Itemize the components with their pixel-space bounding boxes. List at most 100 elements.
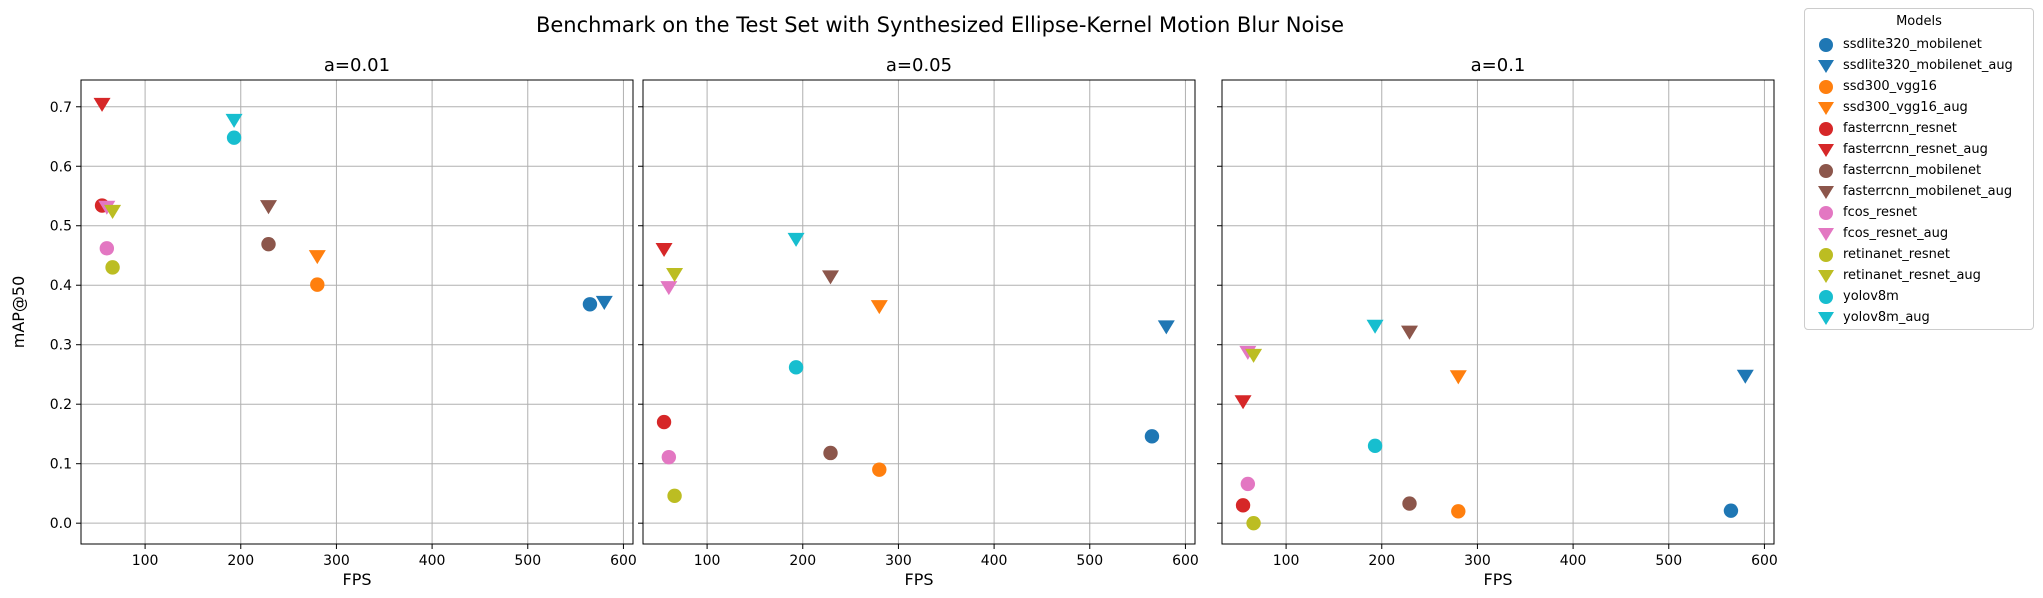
x-tick-label: 400 [419, 553, 446, 569]
x-tick-label: 100 [1273, 553, 1300, 569]
marker-ssd300_vgg16 [872, 462, 887, 477]
legend-label: ssd300_vgg16_aug [1843, 100, 1968, 115]
x-tick-label: 400 [981, 553, 1008, 569]
legend-item: retinanet_resnet_aug [1817, 265, 1981, 286]
marker-fcos_resnet_aug [660, 281, 678, 296]
circle-marker-icon [1819, 247, 1833, 262]
legend-item: fasterrcnn_mobilenet_aug [1817, 181, 2012, 202]
x-tick-label: 600 [1751, 553, 1778, 569]
x-axis-label: FPS [342, 570, 371, 589]
circle-marker-icon [1819, 163, 1833, 178]
subplot-2: 100 200 300 400 500 600 a=0.05 FPS [638, 55, 1199, 589]
x-axis-label: FPS [1483, 570, 1512, 589]
x-tick-label: 500 [1076, 553, 1103, 569]
circle-marker-icon [1819, 205, 1833, 220]
triangle-marker-icon [1818, 143, 1834, 157]
x-tick-label: 100 [132, 553, 159, 569]
legend-label: ssd300_vgg16 [1843, 79, 1937, 94]
x-tick-label: 100 [694, 553, 721, 569]
legend-item: fasterrcnn_resnet_aug [1817, 139, 1988, 160]
marker-ssd300_vgg16_aug [1449, 370, 1467, 385]
marker-retinanet_resnet_aug [1245, 348, 1263, 363]
legend-item: ssdlite320_mobilenet_aug [1817, 55, 2013, 76]
legend-label: yolov8m [1843, 289, 1899, 304]
legend-label: retinanet_resnet_aug [1843, 268, 1981, 283]
legend-label: fasterrcnn_resnet_aug [1843, 142, 1988, 157]
x-tick-label: 200 [789, 553, 816, 569]
legend-title: Models [1896, 14, 1942, 29]
marker-fasterrcnn_mobilenet_aug [1401, 325, 1419, 340]
legend-item: ssd300_vgg16_aug [1817, 97, 1968, 118]
x-axis-label: FPS [904, 570, 933, 589]
marker-fasterrcnn_mobilenet_aug [260, 200, 278, 215]
figure-title: Benchmark on the Test Set with Synthesiz… [536, 13, 1344, 37]
legend-item: ssdlite320_mobilenet [1817, 34, 1982, 55]
legend-label: fasterrcnn_resnet [1843, 121, 1957, 136]
y-tick-label: 0.0 [50, 516, 72, 532]
x-tick-label: 500 [514, 553, 541, 569]
legend-label: retinanet_resnet [1843, 247, 1950, 262]
legend-item: yolov8m_aug [1817, 307, 1930, 328]
legend-label: yolov8m_aug [1843, 310, 1930, 325]
triangle-marker-icon [1818, 269, 1834, 283]
legend-item: ssd300_vgg16 [1817, 76, 1937, 97]
legend-label: fcos_resnet_aug [1843, 226, 1949, 241]
legend-label: ssdlite320_mobilenet_aug [1843, 58, 2013, 73]
x-tick-label: 600 [1172, 553, 1199, 569]
legend-item: fcos_resnet_aug [1817, 223, 1948, 244]
legend-item: fasterrcnn_mobilenet [1817, 160, 1981, 181]
marker-fasterrcnn_resnet [1235, 498, 1251, 513]
marker-ssdlite320_mobilenet [1723, 503, 1739, 518]
y-tick-label: 0.4 [50, 278, 72, 294]
legend-item: fasterrcnn_resnet [1817, 118, 1957, 139]
marker-retinanet_resnet_aug [666, 267, 684, 283]
legend-label: fasterrcnn_mobilenet [1843, 163, 1982, 178]
marker-retinanet_resnet [105, 260, 120, 275]
marker-ssd300_vgg16 [1451, 504, 1466, 519]
legend-label: ssdlite320_mobilenet [1843, 37, 1982, 52]
circle-marker-icon [1819, 79, 1833, 94]
marker-yolov8m_aug [787, 232, 805, 247]
marker-ssdlite320_mobilenet_aug [595, 295, 613, 310]
marker-yolov8m [1367, 438, 1383, 454]
marker-yolov8m_aug [225, 113, 243, 128]
marker-ssd300_vgg16 [310, 277, 325, 292]
axes-frame [1221, 79, 1775, 545]
axes-frame [80, 79, 634, 545]
x-tick-label: 300 [323, 553, 350, 569]
marker-fasterrcnn_resnet [656, 414, 672, 430]
y-tick-label: 0.7 [50, 100, 72, 116]
subplot-title: a=0.01 [324, 55, 390, 76]
triangle-marker-icon [1818, 185, 1834, 199]
marker-fasterrcnn_mobilenet_aug [822, 270, 840, 285]
marker-ssdlite320_mobilenet_aug [1736, 369, 1754, 384]
marker-fasterrcnn_resnet_aug [655, 242, 673, 258]
circle-marker-icon [1819, 289, 1833, 304]
marker-yolov8m_aug [1366, 319, 1384, 334]
marker-fcos_resnet [1240, 476, 1256, 492]
marker-fasterrcnn_mobilenet [261, 236, 276, 252]
marker-fasterrcnn_mobilenet [1402, 496, 1417, 511]
subplot-1: 100 200 300 400 500 600 0.0 0.1 0.2 0.3 0.4 0.5 0.6 0… [9, 55, 637, 589]
marker-fcos_resnet [661, 449, 677, 465]
marker-retinanet_resnet [667, 488, 682, 504]
y-tick-label: 0.3 [50, 338, 72, 354]
y-tick-label: 0.2 [50, 397, 72, 413]
marker-retinanet_resnet_aug [104, 204, 122, 219]
marker-yolov8m [226, 130, 242, 145]
x-tick-label: 500 [1655, 553, 1682, 569]
y-tick-label: 0.5 [50, 219, 72, 235]
circle-marker-icon [1819, 37, 1833, 52]
circle-marker-icon [1819, 121, 1833, 136]
x-tick-label: 400 [1560, 553, 1587, 569]
x-tick-label: 600 [610, 553, 637, 569]
marker-fasterrcnn_resnet_aug [1234, 395, 1252, 410]
marker-ssd300_vgg16_aug [308, 250, 326, 265]
x-tick-label: 200 [227, 553, 254, 569]
marker-ssdlite320_mobilenet [582, 297, 598, 312]
legend-label: fcos_resnet [1843, 205, 1918, 220]
triangle-marker-icon [1818, 101, 1834, 115]
y-tick-label: 0.6 [50, 159, 72, 175]
marker-yolov8m [788, 360, 804, 375]
x-tick-label: 200 [1368, 553, 1395, 569]
